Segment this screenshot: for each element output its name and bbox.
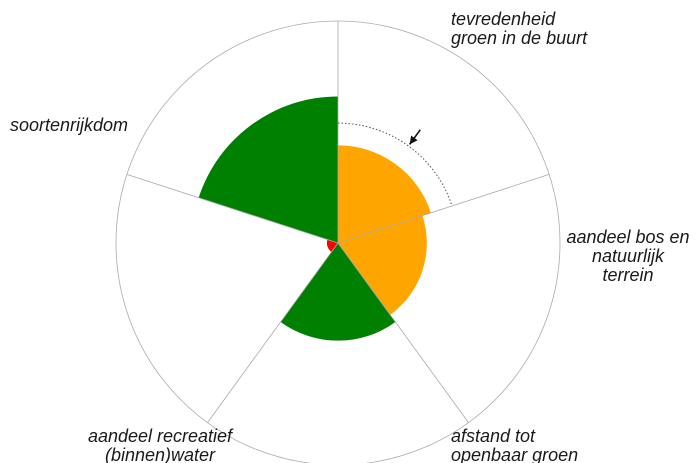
label-afstand-openbaar-groen: afstand tot openbaar groen <box>451 426 579 463</box>
divider-4 <box>126 174 339 244</box>
sector-1 <box>338 215 427 315</box>
label-soortenrijkdom: soortenrijkdom <box>10 115 129 135</box>
divider-3 <box>207 242 339 423</box>
sector-4 <box>198 96 338 243</box>
sector-0 <box>338 145 431 243</box>
divider-2 <box>337 242 469 423</box>
label-aandeel-bos: aandeel bos en natuurlijk terrein <box>566 227 690 285</box>
sector-2 <box>280 243 396 341</box>
divider-1 <box>337 174 550 244</box>
label-tevredenheid-groen: tevredenheid groen in de buurt <box>451 9 588 48</box>
label-aandeel-recreatief-water: aandeel recreatief (binnen)water <box>87 426 233 463</box>
sector-3 <box>326 239 338 252</box>
reference-arrow-head-0 <box>409 135 418 145</box>
